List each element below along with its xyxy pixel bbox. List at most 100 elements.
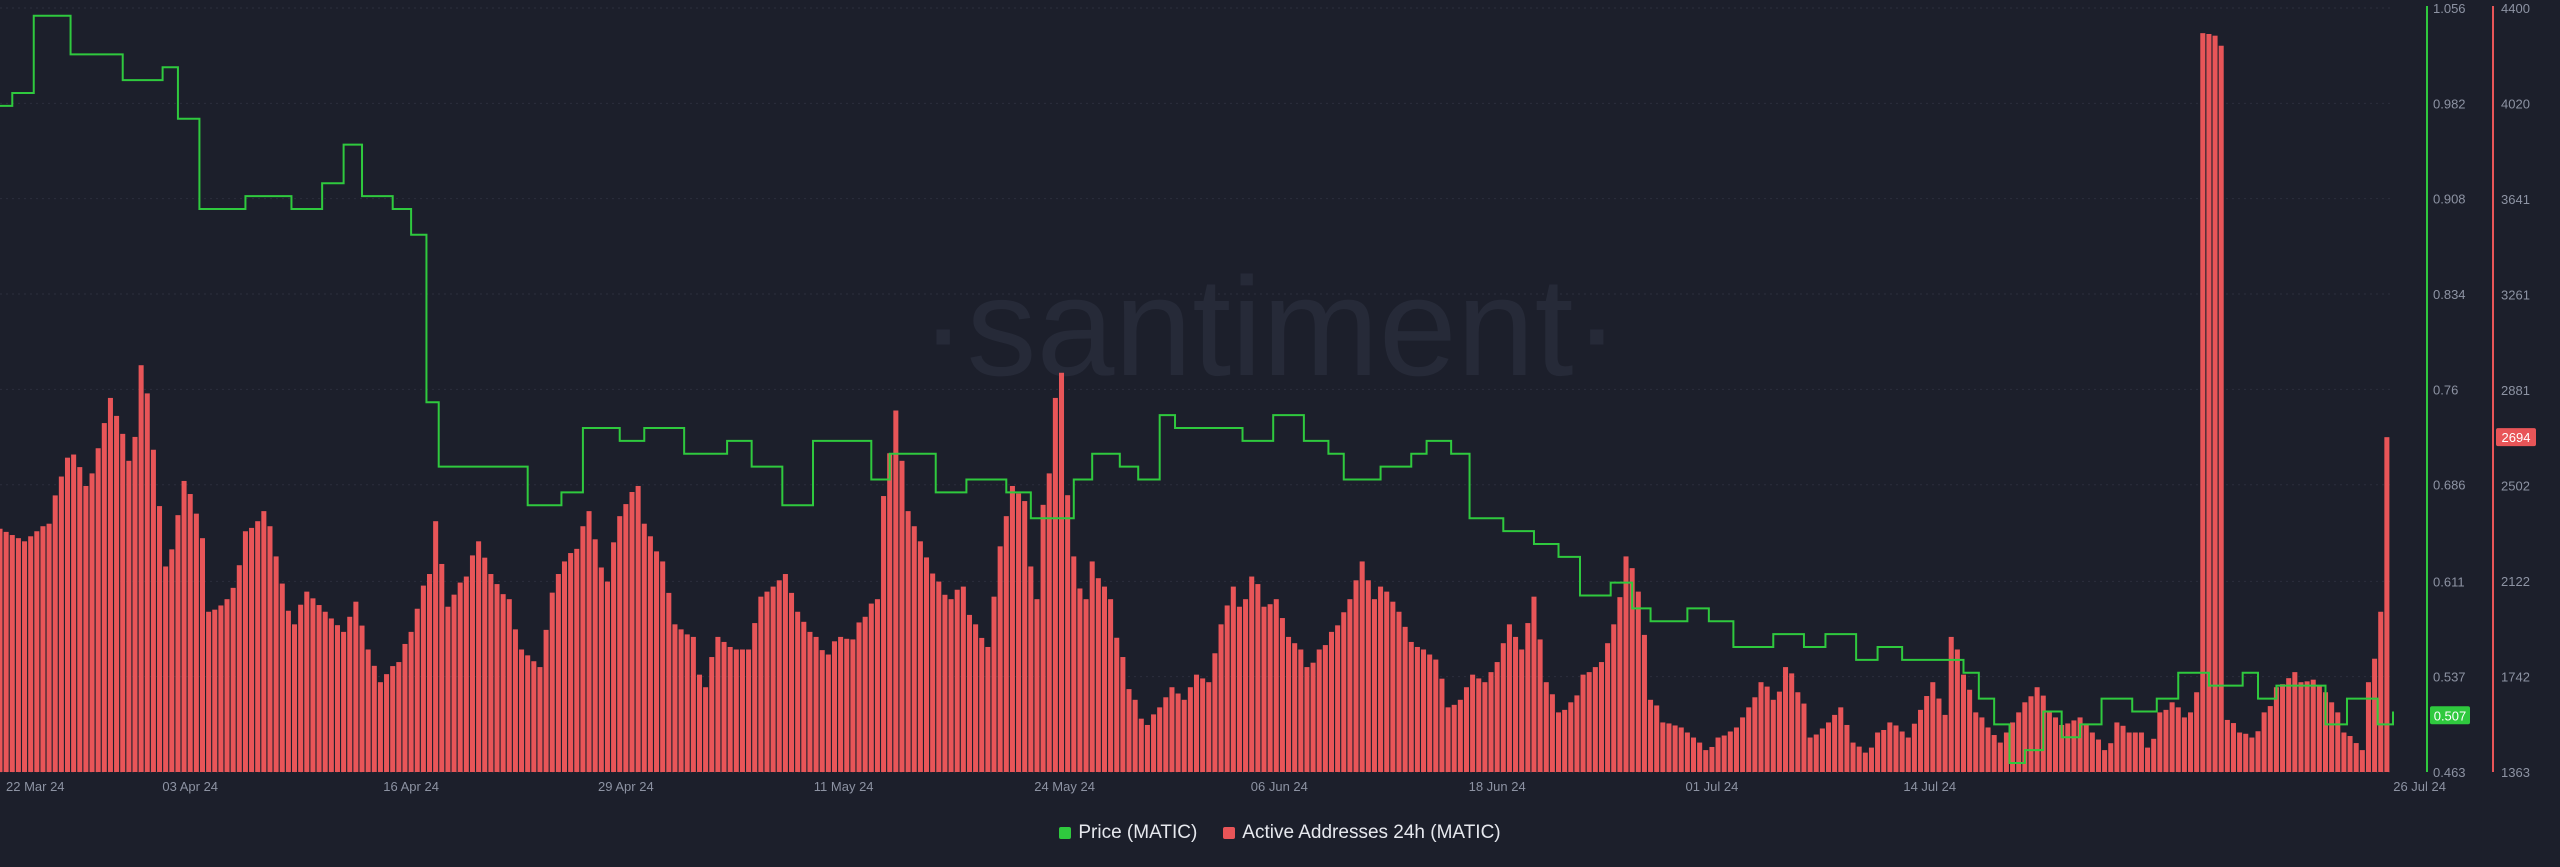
address-bar (2194, 692, 2200, 772)
address-bar (1126, 689, 1132, 772)
address-bar (1789, 673, 1795, 772)
address-bar (1801, 703, 1807, 772)
address-bar (1899, 731, 1905, 772)
address-bar (1206, 682, 1212, 772)
address-bar (1562, 709, 1568, 772)
address-bar (647, 536, 653, 772)
address-bar (1715, 737, 1721, 772)
address-bar (365, 649, 371, 772)
address-bar (347, 616, 353, 772)
address-bar (776, 580, 782, 772)
address-bar (316, 605, 322, 772)
address-bar (770, 586, 776, 772)
address-bar (2053, 717, 2059, 772)
address-bar (2114, 722, 2120, 772)
address-bar (1648, 699, 1654, 772)
address-bar (525, 655, 531, 772)
address-bar (1322, 645, 1328, 772)
address-bar (979, 637, 985, 772)
address-bar (1046, 473, 1052, 772)
address-bar (1353, 580, 1359, 772)
address-bar (966, 614, 972, 772)
address-bar (1960, 674, 1967, 772)
address-bar (249, 527, 255, 772)
address-bar (807, 631, 813, 772)
address-bar (126, 460, 132, 772)
address-bar (1040, 504, 1046, 772)
address-bar (690, 636, 696, 772)
address-bar (377, 682, 383, 772)
address-bar (2200, 33, 2206, 773)
address-bar (2175, 707, 2181, 772)
address-bar (206, 611, 212, 772)
address-bar (1157, 707, 1163, 772)
address-bar (1408, 641, 1414, 772)
address-bar (1868, 747, 1874, 772)
address-bar (997, 546, 1003, 772)
address-bar (1335, 625, 1341, 772)
address-bar (1844, 724, 1850, 772)
address-bar (1641, 634, 1647, 772)
legend-item-addresses[interactable]: Active Addresses 24h (MATIC) (1223, 822, 1501, 844)
address-bar (635, 485, 641, 772)
address-bar (469, 555, 475, 772)
address-bar (1463, 687, 1469, 772)
address-bar (236, 565, 242, 772)
address-bar (144, 393, 150, 772)
address-bar (789, 592, 795, 772)
address-bar (1445, 707, 1451, 772)
address-bar (1427, 654, 1433, 772)
address-bar (592, 539, 598, 772)
address-bar (727, 646, 733, 772)
price-last-badge (2430, 706, 2470, 725)
address-bar (402, 643, 408, 772)
price-series-line (0, 14, 2394, 764)
addresses-tick-label: 4020 (2501, 97, 2530, 112)
address-bar (1918, 709, 1924, 772)
address-bar (930, 573, 936, 772)
santiment-watermark: ·santiment· (920, 248, 1620, 405)
legend-item-price[interactable]: Price (MATIC) (1059, 822, 1197, 844)
address-bar (107, 397, 113, 772)
address-bar (696, 674, 703, 772)
address-bar (1292, 643, 1298, 772)
address-bar (1224, 605, 1230, 772)
address-bar (2298, 682, 2304, 772)
address-bar (2089, 732, 2095, 772)
address-bar (844, 638, 850, 772)
address-bar (1506, 624, 1512, 772)
address-bar (1746, 707, 1752, 772)
addresses-tick-label: 2122 (2501, 574, 2530, 589)
x-tick-label: 03 Apr 24 (162, 779, 218, 794)
address-bar (733, 649, 739, 772)
legend: Price (MATIC) Active Addresses 24h (MATI… (0, 822, 2560, 844)
address-bar (2273, 687, 2279, 772)
address-bar (1764, 686, 1770, 772)
address-bar (2034, 687, 2040, 772)
address-bar (1175, 693, 1181, 772)
addresses-tick-label: 2881 (2501, 383, 2530, 398)
address-bar (433, 521, 439, 772)
address-bar (52, 495, 58, 772)
address-bar (1911, 723, 1917, 772)
address-bar (1402, 626, 1408, 772)
address-bar (2022, 702, 2028, 772)
address-bar (1120, 657, 1126, 772)
address-bar (22, 541, 28, 772)
address-bar (1629, 568, 1635, 772)
address-bar (2169, 702, 2175, 772)
address-bar (218, 605, 224, 772)
price-tick-label: 0.611 (2433, 574, 2465, 589)
address-bar (1513, 636, 1519, 772)
address-bar (46, 523, 52, 772)
address-bar (1924, 696, 1930, 772)
address-bar (1347, 599, 1353, 772)
address-bar (893, 410, 899, 772)
address-bar (678, 629, 684, 772)
address-bar (28, 536, 34, 772)
address-bar (426, 574, 433, 772)
address-bar (936, 581, 942, 772)
address-bar (555, 574, 561, 772)
address-bar (2003, 732, 2009, 772)
address-bar (1991, 735, 1997, 772)
